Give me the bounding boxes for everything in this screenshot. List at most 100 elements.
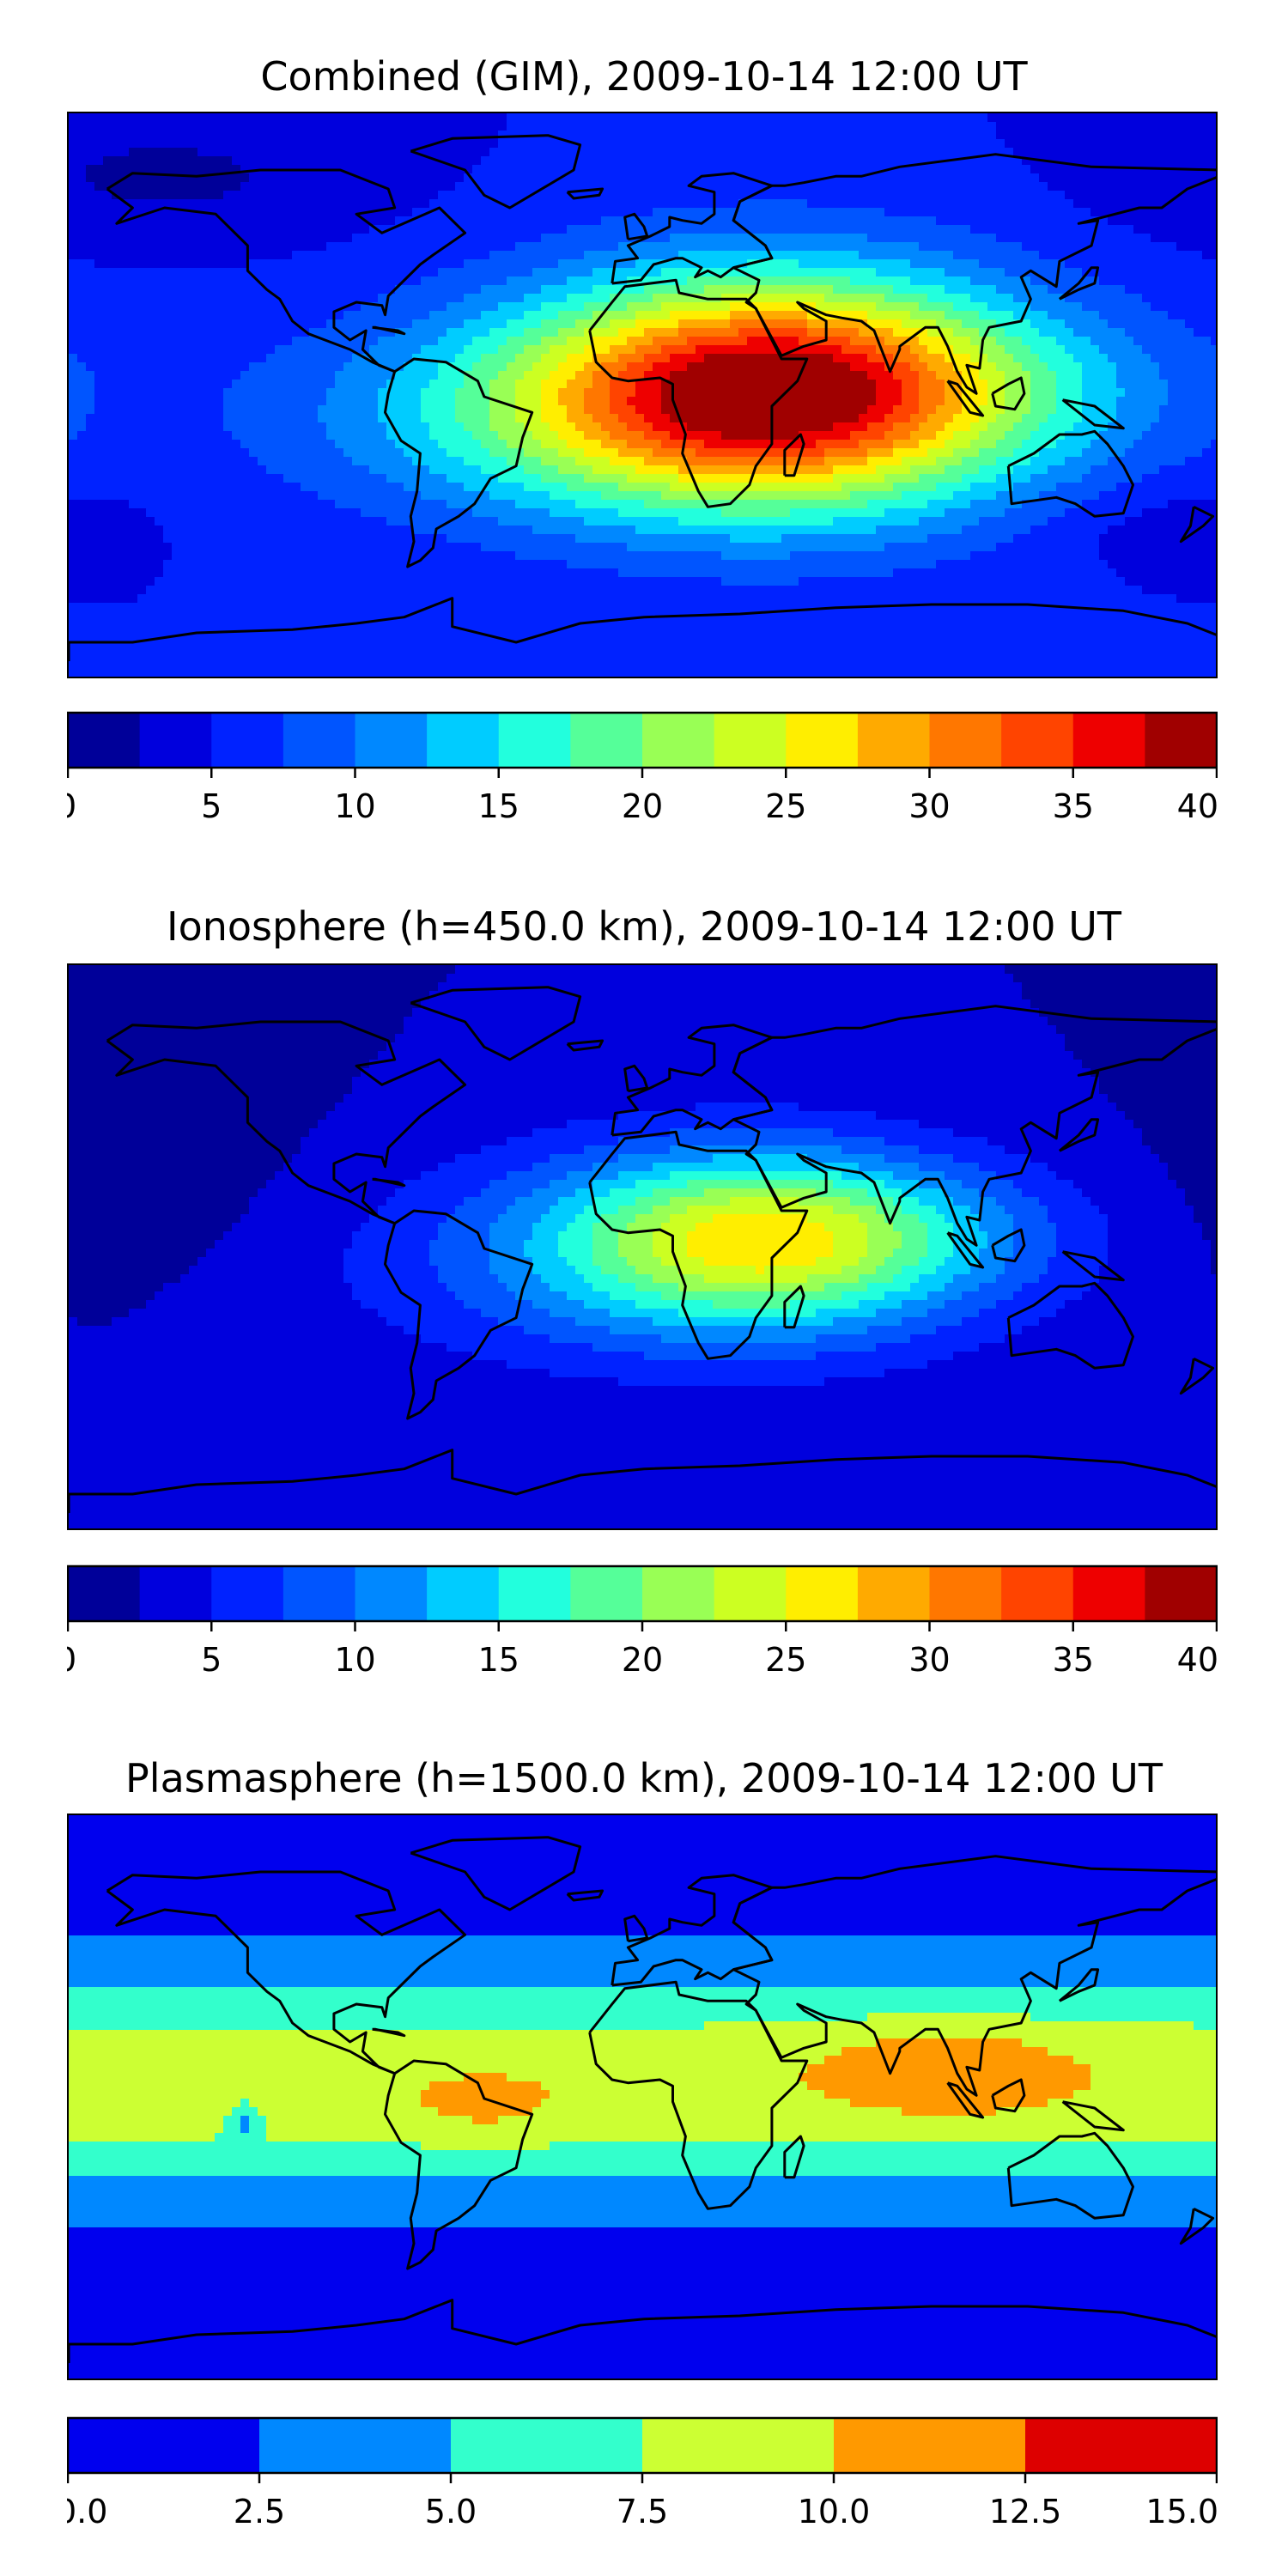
contour-map	[69, 1815, 1216, 2379]
coastline-africa	[588, 278, 809, 508]
colorbar-segment	[427, 713, 500, 768]
chart-title: Plasmasphere (h=1500.0 km), 2009-10-14 1…	[0, 1755, 1288, 1801]
coastline-asia	[732, 1005, 1216, 1247]
coastline-new-zealand	[1179, 2207, 1215, 2245]
colorbar-segment	[1072, 1566, 1145, 1621]
colorbar-tick-label: 40	[1177, 787, 1218, 825]
colorbar-segment	[786, 1566, 859, 1621]
colorbar-segment	[714, 1566, 787, 1621]
coastline-cuba	[372, 2027, 406, 2038]
colorbar-segment	[834, 2418, 1026, 2473]
colorbar-tick-label: 25	[765, 787, 806, 825]
contour-field	[69, 113, 1216, 677]
colorbar-segment	[714, 713, 787, 768]
coastline-australia	[1006, 429, 1134, 518]
colorbar-segment	[642, 1566, 715, 1621]
coastlines	[69, 986, 1216, 1513]
coastline-asia	[732, 153, 1216, 395]
coastline-borneo	[991, 1228, 1026, 1263]
coastline-new-zealand	[1179, 1357, 1215, 1395]
coastline-australia	[1006, 2131, 1134, 2220]
colorbar-tick-label: 20	[622, 1641, 663, 1679]
colorbar-tick-label: 2.5	[234, 2493, 285, 2530]
colorbar-tick-label: 25	[765, 1641, 806, 1679]
coastline-japan	[1058, 266, 1100, 301]
coastline-borneo	[991, 2078, 1026, 2113]
coastline-borneo	[991, 376, 1026, 411]
colorbar-segment	[498, 1566, 571, 1621]
coastline-greenland	[410, 1836, 582, 1911]
coastline-madagascar	[783, 2135, 805, 2179]
contour-map	[69, 113, 1216, 677]
colorbar-tick-label: 0	[67, 1641, 76, 1679]
colorbar-tick-label: 15	[478, 1641, 519, 1679]
colorbar-segment	[355, 1566, 428, 1621]
colorbar-segment	[1001, 1566, 1074, 1621]
coastline-south-america	[384, 2059, 534, 2270]
colorbar-segment	[570, 713, 643, 768]
coastline-antarctica	[69, 1449, 1216, 1513]
coastline-britain	[623, 1914, 649, 1943]
colorbar-segment	[427, 1566, 500, 1621]
map-plot	[67, 1814, 1218, 2380]
colorbar-segment	[929, 1566, 1002, 1621]
coastline-britain	[623, 1064, 649, 1093]
colorbar-segment	[211, 1566, 284, 1621]
coastline-sumatra	[946, 2081, 985, 2119]
coastline-greenland	[410, 986, 582, 1061]
coastline-iceland	[566, 1039, 605, 1052]
colorbar-segment	[498, 713, 571, 768]
coastline-iceland	[566, 1889, 605, 1902]
colorbar-tick-label: 15	[478, 787, 519, 825]
map-plot	[67, 112, 1218, 678]
chart-title: Ionosphere (h=450.0 km), 2009-10-14 12:0…	[0, 903, 1288, 950]
colorbar-tick-label: 7.5	[617, 2493, 668, 2530]
coastline-iceland	[566, 187, 605, 200]
colorbar-tick-label: 10.0	[798, 2493, 871, 2530]
coastlines	[69, 134, 1216, 661]
colorbar-tick-label: 35	[1053, 787, 1094, 825]
colorbar-segment	[642, 713, 715, 768]
coastline-japan	[1058, 1968, 1100, 2002]
coastline-antarctica	[69, 597, 1216, 661]
contour-field	[69, 1815, 1216, 2379]
coastlines	[69, 1836, 1216, 2363]
colorbar-segment	[211, 713, 284, 768]
colorbar-segment	[1001, 713, 1074, 768]
coastline-antarctica	[69, 2299, 1216, 2363]
coastline-madagascar	[783, 433, 805, 477]
colorbar-segment	[283, 713, 355, 768]
coastline-north-america	[106, 168, 467, 374]
coastline-new-zealand	[1179, 505, 1215, 544]
colorbar-tick-label: 30	[908, 1641, 950, 1679]
colorbar-tick-label: 5	[201, 787, 222, 825]
colorbar-tick-label: 30	[908, 787, 950, 825]
coastline-south-america	[384, 357, 534, 568]
colorbar-segment	[786, 713, 859, 768]
coastline-new-guinea	[1061, 1250, 1125, 1282]
colorbar-tick-label: 5.0	[425, 2493, 477, 2530]
coastline-north-america	[106, 1020, 467, 1225]
colorbar-segment	[1145, 713, 1218, 768]
coastline-north-america	[106, 1870, 467, 2075]
coastline-cuba	[372, 325, 406, 336]
colorbar-segment	[857, 1566, 930, 1621]
coastline-new-guinea	[1061, 2100, 1125, 2132]
colorbar-tick-label: 20	[622, 787, 663, 825]
colorbar-segment	[68, 2418, 260, 2473]
coastline-new-guinea	[1061, 398, 1125, 430]
chart-title: Combined (GIM), 2009-10-14 12:00 UT	[0, 53, 1288, 100]
coastline-sumatra	[946, 1231, 985, 1269]
coastline-australia	[1006, 1281, 1134, 1370]
colorbar-tick-label: 0.0	[67, 2493, 107, 2530]
colorbar-segment	[1025, 2418, 1218, 2473]
colorbar-tick-label: 5	[201, 1641, 222, 1679]
coastline-asia	[732, 1855, 1216, 2097]
colorbar: 0.0 2.5 5.0 7.5 10.0 12.5 15.0	[67, 2416, 1218, 2530]
coastline-south-america	[384, 1209, 534, 1420]
colorbar-tick-label: 10	[334, 787, 375, 825]
colorbar-segment	[68, 713, 141, 768]
coastline-madagascar	[783, 1285, 805, 1329]
colorbar-segment	[259, 2418, 452, 2473]
coastline-sumatra	[946, 380, 985, 417]
